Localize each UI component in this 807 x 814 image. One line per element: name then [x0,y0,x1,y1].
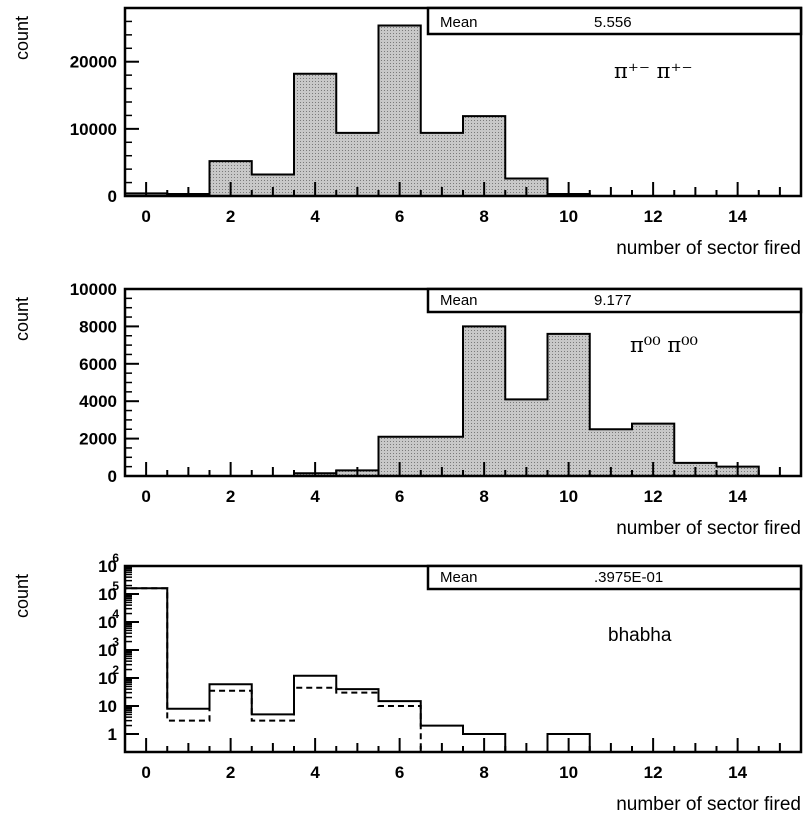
y-tick-label: 10 [98,697,117,716]
process-annotation: π⁺⁻ π⁺⁻ [614,59,693,83]
x-tick-label: 2 [226,487,235,506]
x-tick-label: 14 [728,763,747,782]
histogram-solid-series [124,587,801,753]
y-tick-label: 20000 [70,53,117,72]
x-tick-label: 6 [395,763,404,782]
y-tick-label: 8000 [79,317,117,336]
y-axis-label: count [12,574,32,618]
stats-label: Mean [440,569,478,586]
x-tick-label: 0 [141,207,150,226]
histogram-panel-3: 0 2 4 6 8 10 12 14110102103104105106countnumber… [12,551,803,814]
y-tick-label: 4000 [79,392,117,411]
y-tick-exponent: 6 [112,551,119,565]
x-axis-label: number of sector fired [616,238,801,259]
stats-value: 5.556 [594,14,632,31]
y-tick-label: 0 [108,187,117,206]
y-tick-label: 0 [108,467,117,486]
x-tick-label: 14 [728,487,747,506]
y-tick-label: 10 [98,557,117,576]
y-tick-exponent: 2 [112,663,119,677]
plot-frame [123,564,803,754]
y-tick-label: 10 [98,585,117,604]
y-tick-exponent: 5 [112,579,119,593]
stats-label: Mean [440,14,478,31]
process-annotation: bhabha [608,625,672,646]
y-tick-label: 10000 [70,120,117,139]
x-tick-label: 12 [644,207,663,226]
x-axis-label: number of sector fired [616,794,801,814]
x-tick-label: 2 [226,207,235,226]
x-tick-label: 4 [310,207,320,226]
x-tick-label: 10 [559,763,578,782]
y-tick-label: 6000 [79,355,117,374]
x-tick-label: 0 [141,487,150,506]
stats-box [426,6,803,36]
x-tick-label: 12 [644,763,663,782]
histogram-fill [125,25,801,197]
x-tick-label: 2 [226,763,235,782]
y-tick-label: 1 [108,725,117,744]
stats-value: .3975E-01 [594,569,663,586]
y-tick-exponent: 3 [112,635,119,649]
y-tick-label: 10 [98,613,117,632]
histogram-panel-2: 0 2 4 6 8 10 12 14 0 2000 4000 6000 8000 10000 count nu… [12,280,803,539]
y-tick-label: 10000 [70,280,117,299]
x-tick-label: 4 [310,763,320,782]
x-tick-label: 0 [141,763,150,782]
x-tick-label: 8 [479,207,488,226]
y-tick-label: 10 [98,669,117,688]
x-tick-label: 10 [559,207,578,226]
y-tick-exponent: 4 [112,607,119,621]
histogram-panel-1: 0 2 4 6 8 10 12 14 0 10000 20000 count number of sec… [12,6,803,259]
y-tick-label: 2000 [79,430,117,449]
process-annotation: π⁰⁰ π⁰⁰ [630,333,698,357]
y-tick-label: 10 [98,641,117,660]
stats-box [426,564,803,591]
x-tick-label: 6 [395,207,404,226]
x-tick-label: 10 [559,487,578,506]
x-tick-label: 4 [310,487,320,506]
stats-box [426,287,803,314]
stats-value: 9.177 [594,292,632,309]
x-tick-label: 12 [644,487,663,506]
x-tick-label: 6 [395,487,404,506]
x-tick-label: 8 [479,487,488,506]
y-axis-label: count [12,297,32,341]
x-tick-label: 14 [728,207,747,226]
x-tick-label: 8 [479,763,488,782]
x-axis-label: number of sector fired [616,518,801,539]
stats-label: Mean [440,292,478,309]
y-axis-label: count [12,16,32,60]
